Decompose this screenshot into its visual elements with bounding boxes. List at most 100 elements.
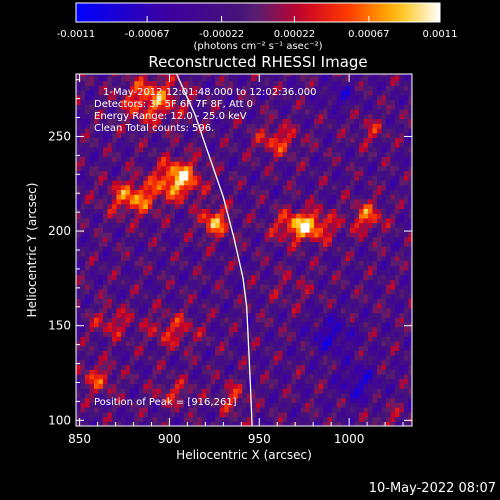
heatmap-cell (251, 298, 257, 304)
heatmap-cell (367, 151, 374, 157)
heatmap-cell (147, 260, 153, 266)
heatmap-cell (381, 123, 387, 129)
heatmap-cell (120, 189, 127, 195)
heatmap-cell (372, 194, 378, 200)
heatmap-cell (111, 378, 118, 385)
heatmap-cell (300, 321, 306, 328)
heatmap-cell (282, 156, 288, 162)
heatmap-cell (287, 298, 293, 304)
heatmap-cell (224, 170, 230, 176)
heatmap-cell (197, 336, 203, 342)
heatmap-cell (210, 269, 216, 276)
heatmap-cell (300, 284, 306, 290)
heatmap-cell (228, 293, 234, 299)
heatmap-cell (314, 142, 320, 148)
heatmap-cell (282, 232, 288, 238)
heatmap-cell (134, 170, 140, 176)
heatmap-cell (89, 340, 95, 347)
heatmap-cell (219, 378, 225, 385)
heatmap-cell (219, 175, 225, 181)
heatmap-cell (278, 142, 284, 148)
heatmap-cell (129, 175, 135, 181)
heatmap-cell (399, 359, 405, 366)
heatmap-cell (350, 378, 356, 385)
heatmap-cell (376, 151, 383, 157)
heatmap-cell (381, 165, 387, 172)
heatmap-cell (318, 179, 324, 186)
heatmap-cell (215, 317, 221, 323)
heatmap-cell (183, 388, 189, 394)
heatmap-cell (255, 274, 261, 280)
heatmap-cell (120, 236, 127, 243)
heatmap-cell (111, 137, 118, 143)
heatmap-cell (219, 161, 225, 167)
heatmap-cell (264, 208, 270, 214)
heatmap-cell (138, 227, 144, 233)
heatmap-cell (255, 156, 261, 162)
heatmap-cell (408, 359, 412, 366)
heatmap-cell (107, 222, 113, 228)
heatmap-cell (394, 203, 401, 209)
heatmap-cell (372, 241, 378, 247)
heatmap-cell (278, 170, 284, 176)
heatmap-cell (233, 217, 239, 224)
heatmap-cell (255, 364, 261, 370)
heatmap-cell (367, 165, 374, 172)
heatmap-cell (192, 383, 198, 389)
heatmap-cell (201, 255, 207, 262)
heatmap-cell (228, 388, 234, 394)
heatmap-cell (408, 123, 412, 129)
heatmap-cell (197, 203, 203, 209)
heatmap-cell (116, 151, 122, 157)
heatmap-cell (174, 222, 180, 228)
heatmap-cell (138, 312, 144, 318)
heatmap-cell (309, 123, 315, 129)
heatmap-cell (305, 260, 311, 266)
heatmap-cell (309, 397, 315, 403)
heatmap-cell (367, 203, 374, 209)
heatmap-cell (102, 288, 109, 295)
heatmap-cell (161, 288, 167, 295)
heatmap-cell (228, 161, 234, 167)
heatmap-cell (408, 118, 412, 124)
heatmap-cell (394, 407, 401, 413)
heatmap-cell (170, 388, 176, 394)
heatmap-cell (350, 265, 356, 271)
heatmap-cell (305, 279, 311, 285)
heatmap-cell (394, 222, 401, 228)
heatmap-cell (206, 340, 212, 347)
heatmap-cell (201, 359, 207, 366)
heatmap-cell (327, 246, 333, 252)
heatmap-cell (363, 213, 369, 219)
heatmap-cell (251, 156, 257, 162)
heatmap-cell (134, 293, 140, 299)
heatmap-cell (287, 127, 293, 134)
heatmap-cell (381, 392, 387, 399)
heatmap-cell (408, 336, 412, 342)
heatmap-cell (183, 288, 189, 295)
heatmap-cell (84, 411, 91, 418)
heatmap-cell (408, 364, 412, 370)
heatmap-cell (215, 165, 221, 172)
heatmap-cell (174, 383, 180, 389)
heatmap-cell (327, 388, 333, 394)
heatmap-cell (102, 317, 109, 323)
heatmap-cell (107, 378, 113, 385)
heatmap-cell (201, 241, 207, 247)
heatmap-cell (84, 369, 91, 375)
heatmap-cell (107, 388, 113, 394)
heatmap-cell (394, 288, 401, 295)
heatmap-cell (399, 345, 405, 351)
heatmap-cell (282, 397, 288, 403)
heatmap-cell (264, 407, 270, 413)
heatmap-cell (152, 123, 158, 129)
heatmap-cell (125, 161, 131, 167)
heatmap-cell (372, 184, 378, 191)
heatmap-cell (89, 165, 95, 172)
heatmap-cell (287, 250, 293, 257)
heatmap-cell (102, 146, 109, 153)
heatmap-cell (197, 151, 203, 157)
heatmap-cell (102, 392, 109, 399)
heatmap-cell (282, 189, 288, 195)
heatmap-cell (309, 378, 315, 385)
